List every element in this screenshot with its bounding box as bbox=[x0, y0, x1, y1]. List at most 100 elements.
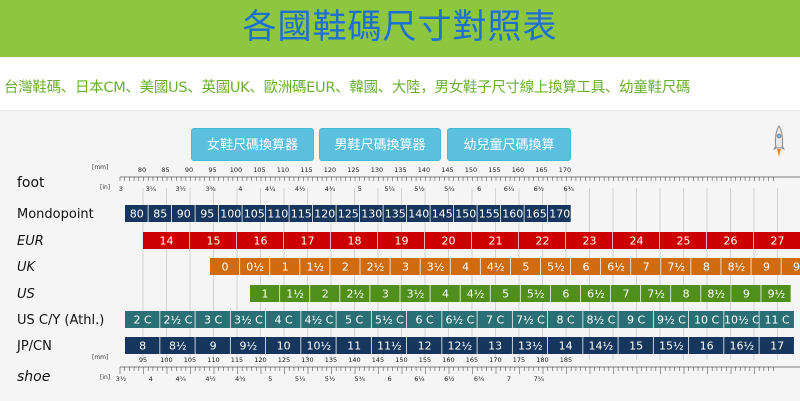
size-cell-label: 5 bbox=[522, 261, 529, 274]
foot-ruler-in-tick-label: 4¼ bbox=[265, 185, 276, 193]
size-cell-label: 6 C bbox=[416, 314, 434, 327]
size-cell bbox=[430, 285, 460, 302]
size-cell bbox=[371, 337, 407, 354]
size-cell bbox=[472, 232, 519, 249]
size-cell-label: 125 bbox=[338, 208, 359, 221]
size-cell bbox=[371, 311, 407, 328]
size-cell-label: 5½ bbox=[527, 288, 545, 301]
size-cell-label: 7 bbox=[623, 288, 630, 301]
foot-ruler-in-tick-label: 4¾ bbox=[325, 185, 336, 193]
foot-ruler-mm-tick-label: 100 bbox=[230, 166, 242, 174]
foot-ruler-in-tick-label: 6¼ bbox=[504, 185, 515, 193]
size-cell-label: 5 C bbox=[345, 314, 363, 327]
shoe-ruler-mm-tick-label: 130 bbox=[301, 356, 313, 364]
size-cell bbox=[284, 232, 331, 249]
size-cell-label: 2 C bbox=[134, 314, 152, 327]
size-cell bbox=[477, 205, 501, 222]
shoe-ruler-mm-tick-label: 160 bbox=[442, 356, 454, 364]
foot-ruler-mm-tick-label: 90 bbox=[185, 166, 193, 174]
size-cell-label: 8½ bbox=[728, 261, 746, 274]
foot-ruler-mm-tick-label: 120 bbox=[324, 166, 336, 174]
size-cell bbox=[301, 311, 336, 328]
size-cell-label: 3 bbox=[382, 288, 389, 301]
size-cell bbox=[430, 205, 454, 222]
foot-ruler-in-tick-label: 6 bbox=[477, 185, 481, 193]
tab-women-converter[interactable]: 女鞋尺碼換算器 bbox=[191, 128, 314, 161]
foot-ruler-in-unit: [in] bbox=[100, 184, 110, 191]
shoe-ruler-in-tick-label: 3½ bbox=[116, 375, 126, 383]
size-cell-label: 14½ bbox=[589, 340, 614, 353]
row-label-4: US C/Y (Athl.) bbox=[17, 313, 104, 328]
foot-ruler-mm-tick-label: 165 bbox=[535, 166, 547, 174]
row-label-1: EUR bbox=[17, 234, 44, 249]
shoe-ruler-mm-tick-label: 150 bbox=[395, 356, 407, 364]
size-cell bbox=[618, 311, 653, 328]
size-cell bbox=[407, 205, 430, 222]
size-cell-label: 165 bbox=[526, 208, 547, 221]
size-cell-label: 100 bbox=[220, 208, 241, 221]
row-label-2: UK bbox=[17, 260, 37, 275]
foot-ruler-mm-tick-label: 125 bbox=[347, 166, 359, 174]
size-cell bbox=[512, 337, 548, 354]
size-cell bbox=[477, 337, 512, 354]
foot-ruler-mm-tick-label: 130 bbox=[371, 166, 383, 174]
size-cell-label: 8½ bbox=[169, 340, 187, 353]
size-cell-label: 8 bbox=[703, 261, 710, 274]
size-cell bbox=[707, 232, 754, 249]
size-cell bbox=[195, 337, 230, 354]
size-cell bbox=[570, 258, 601, 275]
foot-ruler-in-tick-label: 6½ bbox=[534, 185, 544, 193]
size-cell-label: 25 bbox=[677, 235, 691, 248]
size-cell bbox=[601, 258, 631, 275]
rocket-icon[interactable] bbox=[772, 124, 786, 160]
size-cell-label: 4 bbox=[442, 288, 449, 301]
shoe-ruler-mm-tick-label: 135 bbox=[325, 356, 337, 364]
size-cell bbox=[230, 337, 266, 354]
size-cell-label: 5½ bbox=[547, 261, 565, 274]
size-cell bbox=[660, 232, 707, 249]
size-cell bbox=[160, 337, 195, 354]
shoe-ruler-mm-tick-label: 170 bbox=[489, 356, 501, 364]
foot-ruler-mm-tick-label: 145 bbox=[441, 166, 453, 174]
size-cell bbox=[210, 258, 240, 275]
size-cell bbox=[501, 205, 524, 222]
size-cell-label: 9½ C bbox=[657, 314, 686, 327]
size-cell-label: 80 bbox=[130, 208, 144, 221]
size-cell-label: 3½ bbox=[427, 261, 445, 274]
size-cell-label: 2 bbox=[322, 288, 329, 301]
size-cell bbox=[280, 285, 310, 302]
size-cell bbox=[613, 232, 660, 249]
size-cell bbox=[313, 205, 336, 222]
shoe-ruler-mm-tick-label: 105 bbox=[184, 356, 196, 364]
size-cell-label: 12½ bbox=[448, 340, 473, 353]
foot-ruler-mm-tick-label: 85 bbox=[161, 166, 169, 174]
size-cell bbox=[310, 285, 340, 302]
foot-ruler-in-tick-label: 3 bbox=[119, 185, 123, 193]
foot-ruler-in-tick-label: 5 bbox=[358, 185, 362, 193]
size-cell bbox=[583, 311, 618, 328]
tab-men-converter[interactable]: 男鞋尺碼換算器 bbox=[319, 128, 441, 161]
tab-kids-converter[interactable]: 幼兒童尺碼換算 bbox=[447, 128, 571, 161]
size-cell bbox=[512, 311, 548, 328]
size-cell-label: 3½ C bbox=[234, 314, 263, 327]
size-cell-label: 13 bbox=[488, 340, 502, 353]
size-cell-label: 20 bbox=[442, 235, 456, 248]
size-cell-label: 21 bbox=[489, 235, 503, 248]
size-cell-label: 9 bbox=[793, 261, 800, 274]
foot-ruler-in-tick-label: 3¾ bbox=[205, 185, 216, 193]
foot-ruler-in-tick-label: 3¼ bbox=[146, 185, 157, 193]
size-cell bbox=[266, 311, 301, 328]
size-cell-label: 3½ bbox=[407, 288, 425, 301]
shoe-ruler-in-tick-label: 6 bbox=[388, 375, 392, 383]
shoe-ruler-in-tick-label: 4¼ bbox=[175, 375, 186, 383]
size-cell-label: 0 bbox=[222, 261, 229, 274]
size-cell-label: 9 bbox=[743, 288, 750, 301]
size-cell bbox=[125, 311, 160, 328]
size-cell-label: 8½ bbox=[707, 288, 725, 301]
foot-ruler-in-tick-label: 5¾ bbox=[444, 185, 455, 193]
shoe-ruler-mm-tick-label: 110 bbox=[207, 356, 219, 364]
size-cell bbox=[661, 258, 691, 275]
size-cell-label: 7½ bbox=[647, 288, 665, 301]
size-cell-label: 110 bbox=[267, 208, 288, 221]
size-cell-label: 7 C bbox=[486, 314, 504, 327]
